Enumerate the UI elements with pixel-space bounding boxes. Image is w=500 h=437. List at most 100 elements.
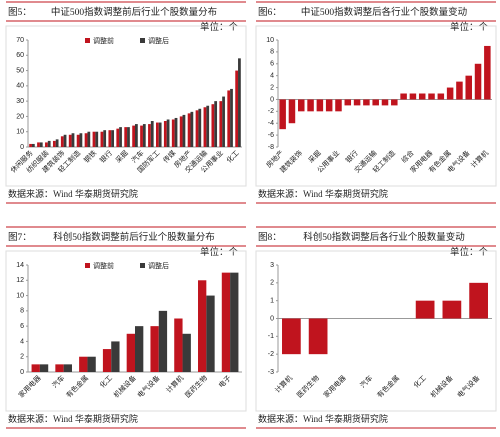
y-tick-label: 0 bbox=[270, 315, 274, 322]
bar bbox=[71, 133, 75, 147]
bar bbox=[221, 272, 231, 372]
y-tick-label: 10 bbox=[16, 292, 24, 299]
bar bbox=[465, 75, 472, 100]
bar bbox=[37, 142, 40, 147]
legend-label: 调整后 bbox=[148, 261, 169, 270]
bar bbox=[60, 136, 64, 147]
bar bbox=[92, 131, 96, 147]
source-note: 数据来源：Wind 华泰期货研究院 bbox=[8, 413, 138, 424]
chart-title: 中证500指数调整前后行业个股数量分布 bbox=[51, 6, 217, 18]
source-note: 数据来源：Wind 华泰期货研究院 bbox=[258, 413, 388, 424]
bar bbox=[68, 134, 72, 147]
figure-label: 图8： bbox=[258, 232, 282, 243]
x-tick-label: 计算机 bbox=[469, 148, 490, 169]
bar bbox=[63, 134, 67, 147]
bar bbox=[87, 356, 96, 372]
y-tick-label: 60 bbox=[16, 52, 24, 59]
bar bbox=[103, 130, 107, 147]
source-note: 数据来源：Wind 华泰期货研究院 bbox=[258, 188, 388, 199]
y-tick-label: 0 bbox=[270, 96, 274, 103]
y-tick-label: -8 bbox=[268, 144, 274, 151]
bar bbox=[190, 111, 194, 147]
bar bbox=[108, 130, 112, 147]
bar bbox=[55, 139, 59, 147]
legend-swatch bbox=[85, 263, 90, 268]
bar bbox=[344, 99, 352, 106]
legend-label: 调整前 bbox=[93, 36, 114, 45]
bar bbox=[446, 87, 454, 100]
x-tick-label: 机械设备 bbox=[112, 373, 138, 399]
bar bbox=[79, 133, 83, 147]
y-tick-label: -2 bbox=[268, 351, 274, 358]
y-tick-label: 2 bbox=[270, 84, 274, 91]
bar bbox=[31, 143, 35, 147]
x-tick-label: 计算机 bbox=[273, 373, 294, 394]
bar bbox=[39, 364, 49, 372]
x-tick-label: 医药生物 bbox=[295, 373, 321, 399]
bar bbox=[132, 125, 135, 147]
bar bbox=[288, 99, 296, 124]
unit-label: 单位：个 bbox=[450, 21, 489, 33]
x-tick-label: 化工 bbox=[412, 373, 428, 389]
bar bbox=[391, 99, 398, 106]
unit-label: 单位：个 bbox=[200, 21, 239, 33]
bar bbox=[187, 113, 191, 147]
y-tick-label: 8 bbox=[20, 308, 24, 315]
bar bbox=[31, 364, 40, 372]
y-tick-label: 1 bbox=[270, 298, 274, 305]
y-tick-label: 0 bbox=[20, 144, 24, 151]
bar bbox=[79, 356, 88, 372]
y-tick-label: -1 bbox=[268, 333, 274, 340]
bar bbox=[235, 70, 239, 147]
bar bbox=[409, 93, 417, 100]
bar bbox=[282, 318, 301, 355]
bar bbox=[474, 63, 482, 100]
y-tick-label: 30 bbox=[16, 98, 24, 105]
y-tick-label: 10 bbox=[16, 129, 24, 136]
x-tick-label: 计算机 bbox=[164, 373, 185, 394]
y-tick-label: -4 bbox=[268, 120, 274, 127]
x-tick-label: 有色金属 bbox=[375, 373, 401, 399]
x-tick-label: 电气设备 bbox=[455, 373, 481, 399]
x-tick-label: 汽车 bbox=[50, 373, 66, 389]
bar bbox=[158, 310, 168, 372]
bar bbox=[95, 131, 99, 147]
bar bbox=[150, 121, 154, 147]
x-tick-label: 机械设备 bbox=[428, 373, 454, 399]
bar bbox=[182, 333, 191, 372]
bar bbox=[116, 128, 120, 147]
unit-label: 单位：个 bbox=[200, 246, 239, 258]
x-tick-label: 钢铁 bbox=[82, 148, 98, 164]
chart-title: 科创50指数调整后各行业个股数量变动 bbox=[303, 231, 465, 243]
bar bbox=[119, 127, 122, 147]
bar bbox=[174, 318, 183, 372]
bar bbox=[102, 349, 112, 372]
bar bbox=[469, 282, 488, 319]
y-tick-label: 4 bbox=[20, 338, 24, 345]
y-tick-label: 70 bbox=[16, 37, 24, 44]
y-tick-label: 14 bbox=[16, 262, 24, 269]
bar bbox=[111, 341, 120, 372]
bar bbox=[142, 124, 146, 147]
bar bbox=[87, 131, 91, 147]
y-tick-label: 50 bbox=[16, 67, 24, 74]
x-tick-label: 家用电器 bbox=[16, 373, 42, 399]
bar bbox=[442, 300, 462, 319]
bar bbox=[182, 114, 186, 147]
bar bbox=[415, 300, 435, 319]
bar bbox=[456, 81, 463, 100]
bar bbox=[325, 99, 333, 112]
bar bbox=[135, 326, 144, 372]
y-tick-label: 6 bbox=[20, 323, 24, 330]
y-tick-label: 10 bbox=[266, 37, 274, 44]
x-tick-label: 电子 bbox=[217, 373, 233, 389]
bar bbox=[307, 99, 314, 112]
bar bbox=[174, 117, 178, 147]
bar bbox=[238, 58, 241, 147]
bar bbox=[400, 93, 407, 100]
bar bbox=[381, 99, 389, 106]
bar bbox=[219, 101, 223, 147]
bar bbox=[156, 122, 159, 147]
bar bbox=[47, 140, 51, 147]
plot-frame bbox=[255, 25, 497, 187]
